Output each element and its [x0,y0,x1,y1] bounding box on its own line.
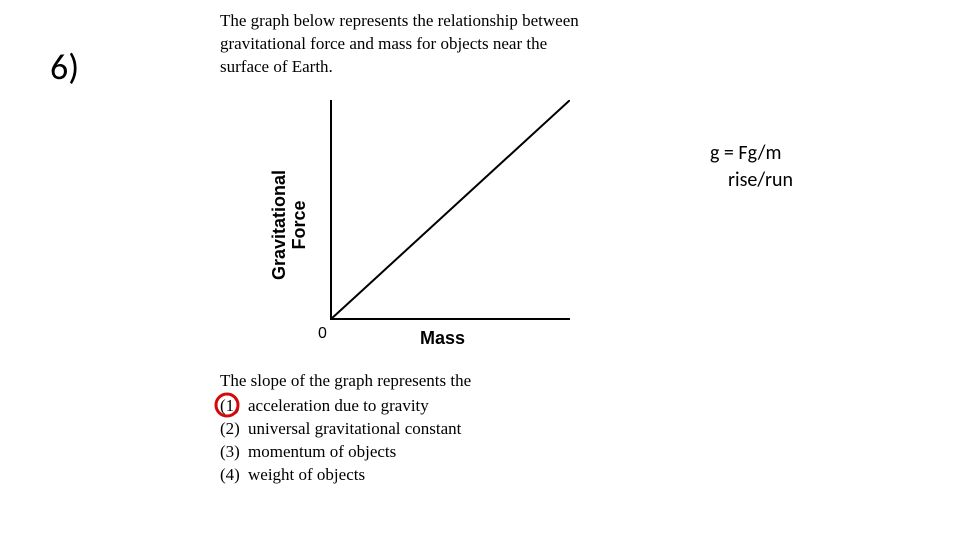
slope-annotation: g = Fg/m rise/run [710,140,793,194]
option-text-4: weight of objects [248,464,600,487]
subquestion-block: The slope of the graph represents the (1… [220,370,600,487]
option-number-1: (1) [220,395,248,418]
option-row-1: (1)acceleration due to gravity [220,395,600,418]
annotation-line-2: rise/run [710,167,793,194]
chart-svg [330,100,570,320]
option-text-3: momentum of objects [248,441,600,464]
subquestion-text: The slope of the graph represents the [220,370,600,393]
origin-label: 0 [318,325,327,343]
option-text-2: universal gravitational constant [248,418,600,441]
chart-area: Gravitational Force 0 Mass [300,100,590,350]
y-axis-label: Gravitational Force [270,170,310,280]
option-number-4: (4) [220,464,248,487]
x-axis-label: Mass [420,328,465,349]
annotation-line-1: g = Fg/m [710,140,793,167]
option-number-3: (3) [220,441,248,464]
question-prompt: The graph below represents the relations… [220,10,590,79]
option-row-2: (2)universal gravitational constant [220,418,600,441]
options-list: (1)acceleration due to gravity(2)univers… [220,395,600,487]
option-row-4: (4)weight of objects [220,464,600,487]
option-number-2: (2) [220,418,248,441]
answer-circle-icon [214,392,240,418]
option-row-3: (3)momentum of objects [220,441,600,464]
question-number: 6) [50,45,79,89]
option-text-1: acceleration due to gravity [248,395,600,418]
page: 6) The graph below represents the relati… [0,0,960,540]
